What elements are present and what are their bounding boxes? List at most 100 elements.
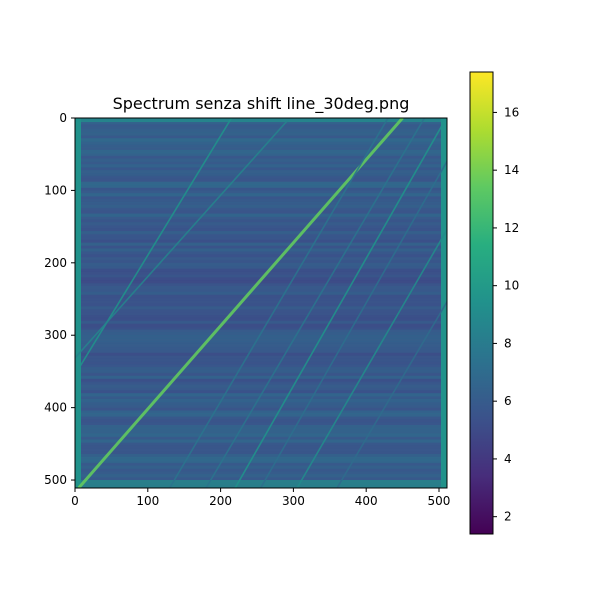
- heatmap-row-band: [75, 306, 447, 310]
- heatmap-row-band: [75, 407, 447, 412]
- heatmap-row-band: [75, 346, 447, 351]
- heatmap-row-band: [75, 378, 447, 383]
- heatmap-row-band: [75, 453, 447, 458]
- heatmap-row-band: [75, 381, 447, 385]
- heatmap-row-band: [75, 193, 447, 197]
- heatmap-row-band: [75, 120, 447, 125]
- heatmap-diagonal-line: [336, 300, 447, 488]
- x-tick-label: 500: [428, 494, 451, 508]
- heatmap-row-band: [75, 326, 447, 330]
- heatmap-row-band: [75, 369, 447, 374]
- heatmap-edge-top: [75, 118, 447, 122]
- heatmap-row-band: [75, 384, 447, 388]
- heatmap-row-band: [75, 161, 447, 165]
- heatmap-row-band: [75, 462, 447, 467]
- colorbar-tick-label: 6: [504, 394, 512, 408]
- y-tick-label: 100: [44, 183, 67, 197]
- heatmap-row-band: [75, 210, 447, 215]
- heatmap-row-band: [75, 175, 447, 180]
- y-tick-label: 500: [44, 473, 67, 487]
- heatmap-row-band: [75, 233, 447, 238]
- heatmap-row-band: [75, 144, 447, 148]
- x-tick-label: 0: [71, 494, 79, 508]
- y-axis: 0 100 200 300 400 500: [44, 111, 75, 487]
- colorbar-tick-label: 2: [504, 510, 512, 524]
- colorbar-tick-label: 14: [504, 163, 519, 177]
- colorbar-tick-label: 8: [504, 336, 512, 350]
- heatmap-row-band: [75, 317, 447, 322]
- x-tick-label: 100: [136, 494, 159, 508]
- heatmap-row-band: [75, 196, 447, 200]
- heatmap-row-band: [75, 471, 447, 475]
- heatmap-row-band: [75, 268, 447, 272]
- heatmap-edge-left: [75, 118, 81, 488]
- heatmap-row-band: [75, 320, 447, 325]
- heatmap-row-band: [75, 126, 447, 131]
- heatmap-row-band: [75, 445, 447, 449]
- heatmap-row-band: [75, 303, 447, 307]
- heatmap-row-band: [75, 329, 447, 333]
- heatmap-row-band: [75, 164, 447, 168]
- heatmap-edge-bottom: [75, 480, 447, 488]
- heatmap-row-band: [75, 271, 447, 275]
- heatmap-row-band: [75, 207, 447, 212]
- heatmap-row-band: [75, 248, 447, 252]
- x-tick-label: 300: [282, 494, 305, 508]
- heatmap-row-band: [75, 167, 447, 171]
- heatmap-row-band: [75, 138, 447, 142]
- x-tick-label: 400: [355, 494, 378, 508]
- heatmap-row-band: [75, 372, 447, 377]
- heatmap-row-band: [75, 341, 447, 345]
- heatmap-row-band: [75, 387, 447, 391]
- heatmap-row-band: [75, 170, 447, 174]
- heatmap-diagonal-line: [75, 118, 233, 377]
- heatmap-row-band: [75, 274, 447, 278]
- heatmap-row-band: [75, 413, 447, 417]
- heatmap-diagonal-line: [75, 118, 291, 360]
- x-axis: 0 100 200 300 400 500: [71, 488, 450, 508]
- y-tick-label: 200: [44, 256, 67, 270]
- heatmap-row-band: [75, 404, 447, 409]
- heatmap-row-band: [75, 323, 447, 328]
- heatmap-row-band: [75, 152, 447, 157]
- heatmap-row-band: [75, 201, 447, 206]
- heatmap-row-band: [75, 465, 447, 469]
- heatmap-row-band: [75, 355, 447, 359]
- heatmap-row-band: [75, 448, 447, 452]
- heatmap-row-band: [75, 367, 447, 371]
- heatmap-row-band: [75, 184, 447, 189]
- y-tick-label: 300: [44, 328, 67, 342]
- heatmap-row-band: [75, 228, 447, 232]
- y-tick-label: 0: [59, 111, 67, 125]
- heatmap-row-band: [75, 123, 447, 128]
- heatmap-row-band: [75, 361, 447, 365]
- heatmap-row-band: [75, 398, 447, 403]
- heatmap-row-band: [75, 390, 447, 394]
- heatmap-bands: [75, 118, 447, 488]
- heatmap-row-band: [75, 219, 447, 223]
- heatmap-row-band: [75, 291, 447, 296]
- heatmap-row-band: [75, 349, 447, 354]
- heatmap-row-band: [75, 297, 447, 301]
- heatmap-row-band: [75, 285, 447, 290]
- heatmap-row-band: [75, 204, 447, 209]
- heatmap-row-band: [75, 251, 447, 255]
- heatmap-row-band: [75, 335, 447, 339]
- heatmap-row-band: [75, 358, 447, 362]
- heatmap-row-band: [75, 173, 447, 177]
- heatmap-row-band: [75, 433, 447, 438]
- heatmap-row-band: [75, 314, 447, 319]
- heatmap-row-band: [75, 236, 447, 241]
- heatmap-row-band: [75, 265, 447, 270]
- heatmap-row-band: [75, 149, 447, 154]
- heatmap-row-band: [75, 146, 447, 151]
- heatmap-row-band: [75, 216, 447, 220]
- heatmap-row-band: [75, 222, 447, 226]
- heatmap-row-band: [75, 181, 447, 186]
- colorbar-tick-label: 16: [504, 105, 519, 119]
- heatmap-row-band: [75, 419, 447, 423]
- colorbar-bar: [469, 71, 494, 535]
- heatmap-row-band: [75, 401, 447, 406]
- heatmap-row-band: [75, 300, 447, 304]
- heatmap-diagonal-line: [77, 118, 404, 488]
